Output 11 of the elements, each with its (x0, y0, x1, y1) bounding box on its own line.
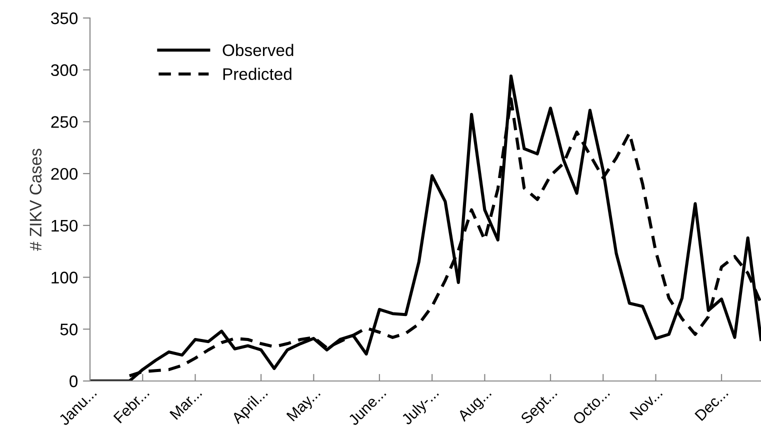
y-axis-title: # ZIKV Cases (30, 148, 42, 251)
y-tick-label: 200 (51, 168, 78, 180)
y-tick-label: 300 (51, 64, 78, 76)
legend-label: Predicted (223, 68, 292, 80)
y-tick-label: 150 (52, 220, 78, 232)
legend-label: Observed (222, 44, 294, 56)
y-tick-label: 0 (70, 375, 78, 388)
y-tick-label: 50 (60, 324, 78, 336)
y-tick-label: 100 (52, 272, 78, 284)
y-tick-label: 250 (51, 116, 78, 128)
y-tick-label: 350 (51, 12, 78, 24)
